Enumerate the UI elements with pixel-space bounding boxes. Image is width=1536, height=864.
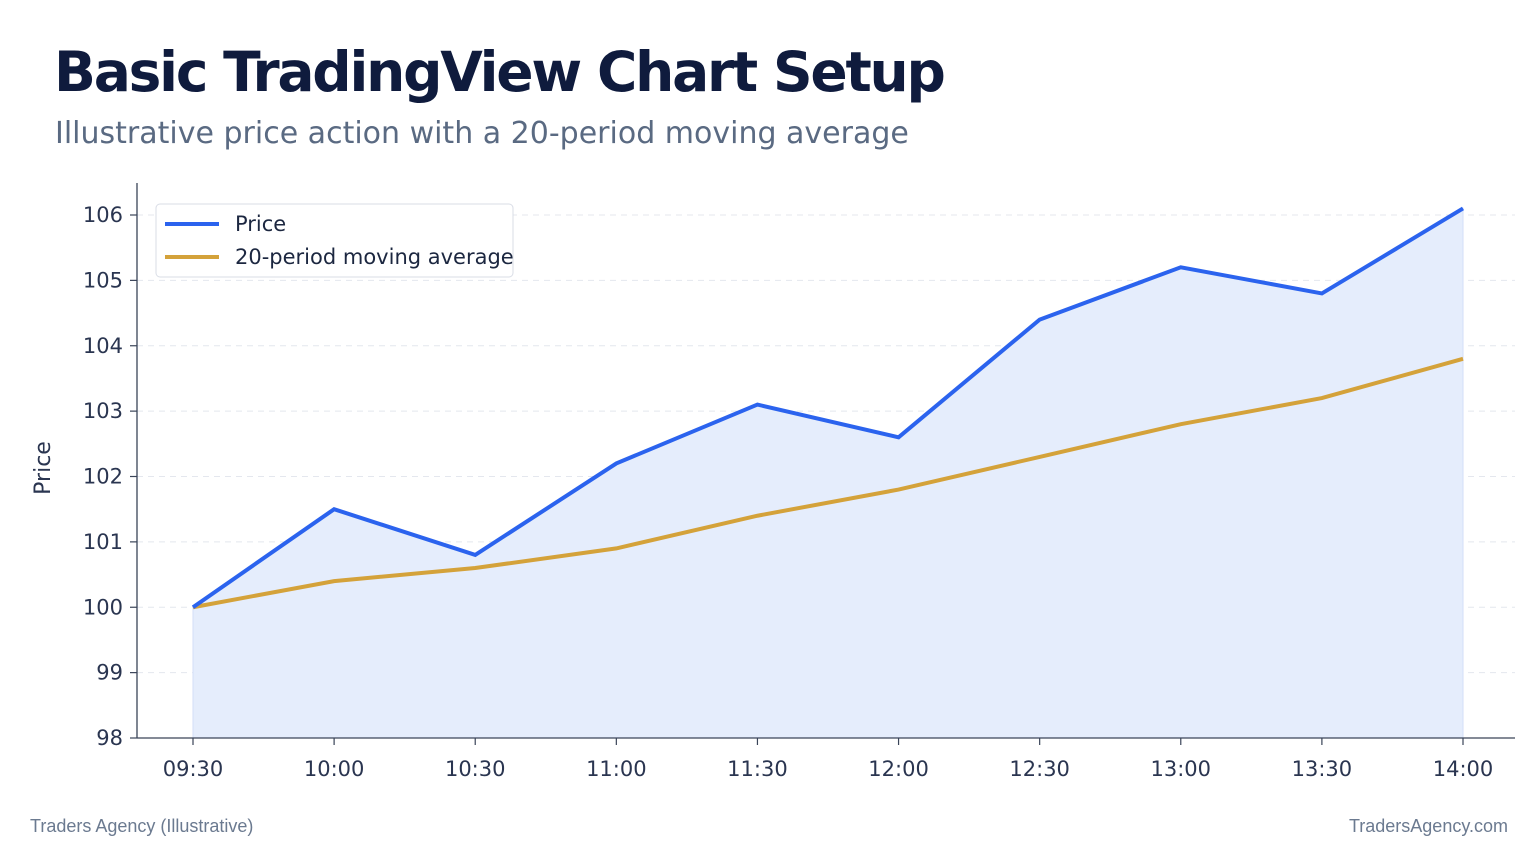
legend-label-1: 20-period moving average <box>235 245 514 269</box>
y-tick-label-4: 102 <box>83 465 123 489</box>
price-area-fill <box>192 207 1464 739</box>
x-tick-label-8: 13:30 <box>1292 757 1353 781</box>
x-axis-title: Time <box>930 798 985 800</box>
y-tick-label-7: 105 <box>83 268 123 292</box>
y-axis-title: Price <box>31 441 56 495</box>
footer-website: TradersAgency.com <box>1348 816 1508 836</box>
y-tick-label-6: 104 <box>83 334 123 358</box>
x-tick-label-5: 12:00 <box>868 757 929 781</box>
legend-box <box>155 203 514 278</box>
chart-title: Basic TradingView Chart Setup <box>54 40 946 104</box>
x-tick-label-2: 10:30 <box>445 757 506 781</box>
x-tick-label-3: 11:00 <box>586 757 647 781</box>
legend: Price 20-period moving average <box>155 203 514 278</box>
footer-source: Traders Agency (Illustrative) <box>30 816 254 836</box>
x-tick-label-1: 10:00 <box>304 757 365 781</box>
x-tick-label-0: 09:30 <box>163 757 224 781</box>
x-tick-label-4: 11:30 <box>727 757 788 781</box>
chart-subtitle: Illustrative price action with a 20-peri… <box>55 116 909 151</box>
series-lines <box>191 206 1465 610</box>
price-area <box>192 207 1464 739</box>
y-tick-label-5: 103 <box>83 399 123 423</box>
series-line-1 <box>192 356 1464 610</box>
x-tick-label-7: 13:00 <box>1151 757 1212 781</box>
axes: 98 99 100 101 102 103 104 105 106 09:30 10:00 10:30… <box>31 183 1515 800</box>
y-tick-label-2: 100 <box>83 595 123 619</box>
y-tick-label-0: 98 <box>96 726 123 750</box>
y-tick-label-3: 101 <box>83 530 123 554</box>
series-line-0 <box>191 206 1465 609</box>
legend-label-0: Price <box>235 212 286 236</box>
x-tick-label-6: 12:30 <box>1009 757 1070 781</box>
y-tick-label-8: 106 <box>83 203 123 227</box>
line-chart: 98 99 100 101 102 103 104 105 106 09:30 10:00 10:30… <box>31 183 1515 800</box>
y-tick-label-1: 99 <box>96 661 123 685</box>
x-tick-label-9: 14:00 <box>1433 757 1494 781</box>
